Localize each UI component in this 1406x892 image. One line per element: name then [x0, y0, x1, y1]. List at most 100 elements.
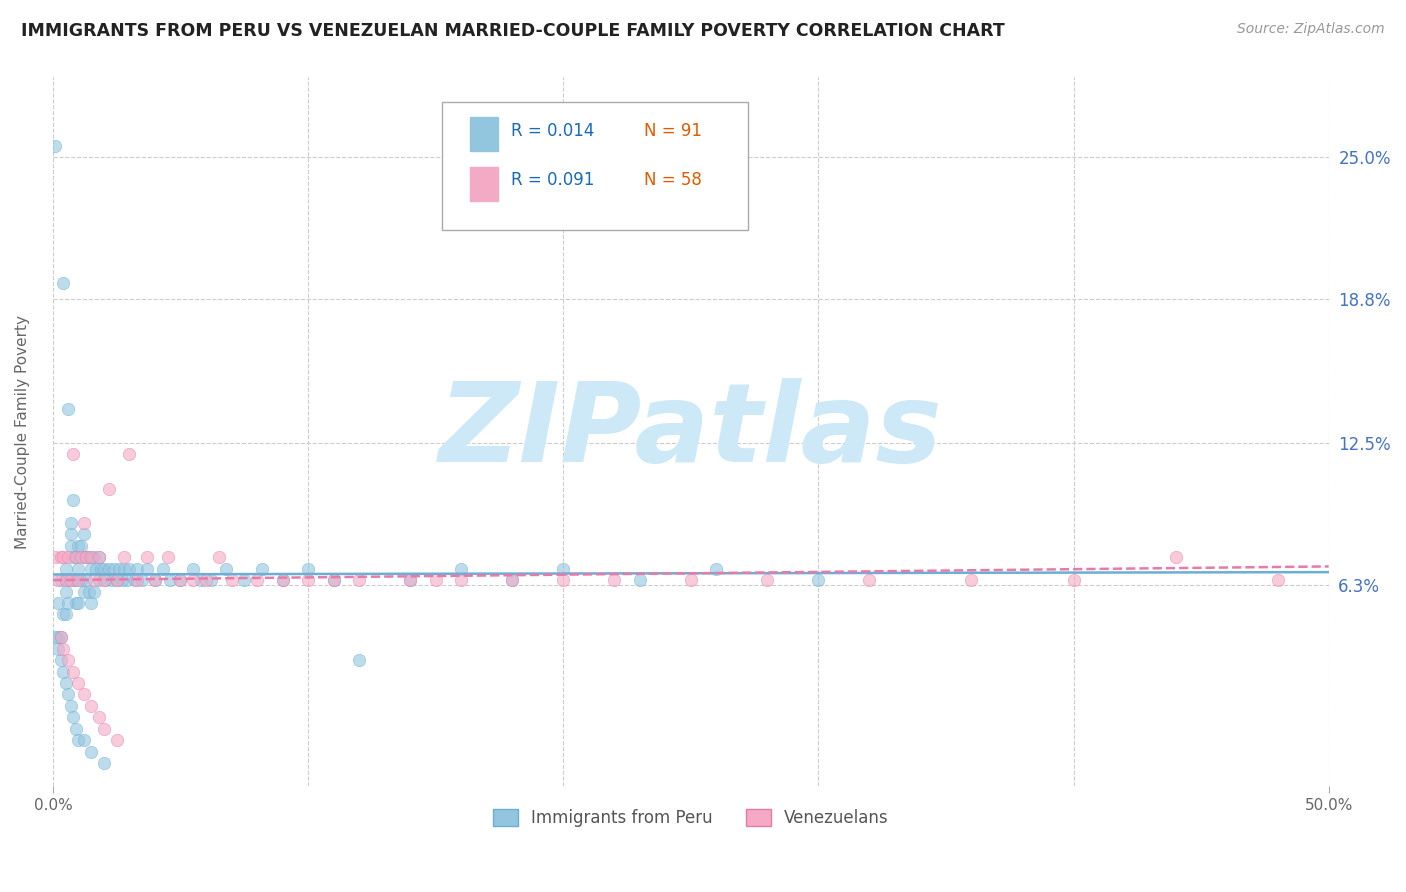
Point: [70, 539, 93, 553]
Point: [62, 493, 84, 508]
Point: [215, 562, 238, 576]
Text: IMMIGRANTS FROM PERU VS VENEZUELAN MARRIED-COUPLE FAMILY POVERTY CORRELATION CHA: IMMIGRANTS FROM PERU VS VENEZUELAN MARRI…: [21, 22, 1005, 40]
Point: [83, 584, 105, 599]
Point: [190, 573, 212, 587]
Point: [59, 527, 82, 541]
Point: [65, 596, 87, 610]
Legend: Immigrants from Peru, Venezuelans: Immigrants from Peru, Venezuelans: [486, 803, 896, 834]
Point: [72, 550, 94, 565]
Point: [49, 573, 72, 587]
Point: [112, 562, 135, 576]
Point: [83, 550, 105, 565]
Point: [49, 630, 72, 644]
Point: [200, 573, 222, 587]
Point: [49, 653, 72, 667]
Point: [58, 550, 80, 565]
Point: [112, 550, 135, 565]
Point: [80, 550, 103, 565]
Point: [87, 550, 110, 565]
Point: [297, 573, 319, 587]
Point: [322, 573, 344, 587]
Point: [118, 447, 141, 461]
Point: [59, 516, 82, 530]
Point: [80, 698, 103, 713]
Point: [131, 573, 153, 587]
Point: [46, 630, 69, 644]
Point: [105, 733, 128, 747]
Point: [58, 687, 80, 701]
Point: [46, 573, 69, 587]
Point: [75, 550, 97, 565]
Point: [59, 698, 82, 713]
Point: [152, 562, 174, 576]
Point: [271, 573, 294, 587]
Point: [65, 550, 87, 565]
Point: [55, 607, 77, 622]
Point: [87, 573, 110, 587]
Point: [628, 573, 651, 587]
FancyBboxPatch shape: [441, 103, 748, 230]
Point: [67, 573, 90, 587]
Point: [103, 562, 125, 576]
Point: [250, 562, 273, 576]
Point: [807, 573, 830, 587]
Point: [77, 584, 100, 599]
Point: [143, 573, 166, 587]
Point: [62, 573, 84, 587]
Point: [450, 562, 472, 576]
Point: [347, 653, 370, 667]
Point: [62, 447, 84, 461]
Point: [136, 550, 159, 565]
Point: [55, 562, 77, 576]
Point: [46, 641, 69, 656]
Point: [96, 573, 118, 587]
Point: [347, 573, 370, 587]
Point: [49, 630, 72, 644]
Point: [322, 573, 344, 587]
Point: [108, 562, 131, 576]
Point: [49, 550, 72, 565]
Point: [44, 550, 66, 565]
Point: [181, 573, 204, 587]
Point: [67, 539, 90, 553]
Point: [271, 573, 294, 587]
Point: [67, 733, 90, 747]
Point: [208, 550, 231, 565]
Point: [1063, 573, 1085, 587]
Point: [62, 710, 84, 724]
Point: [233, 573, 256, 587]
Point: [93, 573, 115, 587]
Text: N = 91: N = 91: [644, 121, 702, 139]
Point: [55, 584, 77, 599]
Point: [127, 562, 149, 576]
Point: [67, 676, 90, 690]
Text: R = 0.091: R = 0.091: [510, 171, 595, 189]
Point: [115, 573, 138, 587]
Point: [246, 573, 269, 587]
Point: [62, 550, 84, 565]
Point: [72, 687, 94, 701]
Point: [44, 630, 66, 644]
Point: [105, 573, 128, 587]
Text: Source: ZipAtlas.com: Source: ZipAtlas.com: [1237, 22, 1385, 37]
Point: [67, 596, 90, 610]
Point: [603, 573, 626, 587]
Point: [58, 596, 80, 610]
Text: N = 58: N = 58: [644, 171, 702, 189]
Point: [55, 676, 77, 690]
Point: [297, 562, 319, 576]
Point: [83, 573, 105, 587]
Point: [87, 710, 110, 724]
Bar: [470, 117, 498, 151]
Point: [70, 573, 93, 587]
Point: [704, 562, 727, 576]
Point: [553, 562, 575, 576]
Point: [399, 573, 422, 587]
Point: [58, 573, 80, 587]
Point: [52, 665, 75, 679]
Point: [52, 276, 75, 290]
Point: [159, 573, 181, 587]
Point: [52, 550, 75, 565]
Point: [221, 573, 243, 587]
Point: [72, 584, 94, 599]
